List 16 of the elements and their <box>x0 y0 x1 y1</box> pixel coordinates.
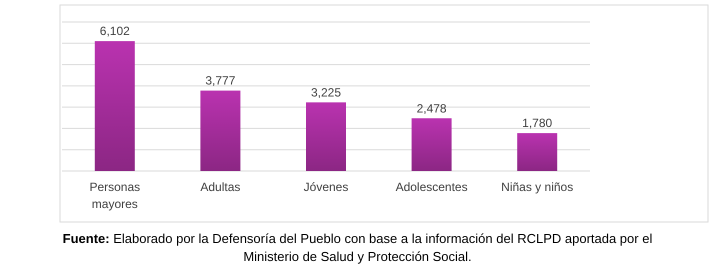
bar <box>306 102 346 171</box>
bar <box>94 41 135 171</box>
x-tick-label: Adolescentes <box>396 180 468 194</box>
x-tick-label: Personas mayores <box>89 180 140 211</box>
bar <box>412 118 452 171</box>
data-label: 6,102 <box>100 24 130 38</box>
x-tick-label: Niñas y niños <box>501 180 574 194</box>
data-label: 3,777 <box>205 74 236 88</box>
x-tick-label: Adultas <box>200 180 240 194</box>
bar <box>200 90 240 171</box>
source-note: Fuente: Elaborado por la Defensoría del Pueblo con base a la información del RCLPD aportada por el Ministerio de Salud y Protección Social. <box>62 231 652 264</box>
data-label: 1,780 <box>522 116 553 130</box>
bar <box>517 133 558 171</box>
data-label: 2,478 <box>416 101 447 116</box>
data-label: 3,225 <box>310 85 342 100</box>
x-tick-label: Jóvenes <box>304 180 348 194</box>
